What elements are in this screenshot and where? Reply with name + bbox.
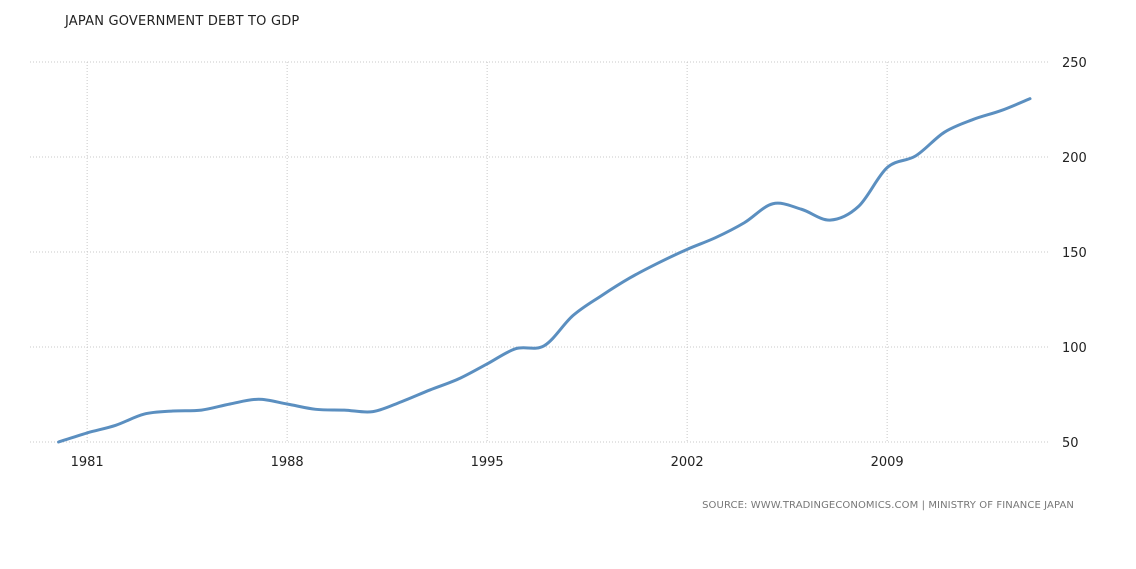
y-axis-ticks: 50 100 150 200 250 [1062,56,1087,451]
x-tick-label: 1995 [471,455,504,470]
x-tick-label: 2002 [671,455,704,470]
x-axis-ticks: 1981 1988 1995 2002 2009 [71,455,904,470]
y-tick-label: 250 [1062,56,1087,71]
x-tick-label: 1981 [71,455,104,470]
y-tick-label: 150 [1062,246,1087,261]
x-tick-label: 1988 [271,455,304,470]
series-line [57,97,1032,444]
y-tick-label: 200 [1062,151,1087,166]
source-note: SOURCE: WWW.TRADINGECONOMICS.COM | MINIS… [702,500,1074,511]
y-tick-label: 50 [1062,436,1079,451]
chart-title: JAPAN GOVERNMENT DEBT TO GDP [65,14,300,29]
y-tick-label: 100 [1062,341,1087,356]
x-tick-label: 2009 [871,455,904,470]
grid [30,61,1050,443]
